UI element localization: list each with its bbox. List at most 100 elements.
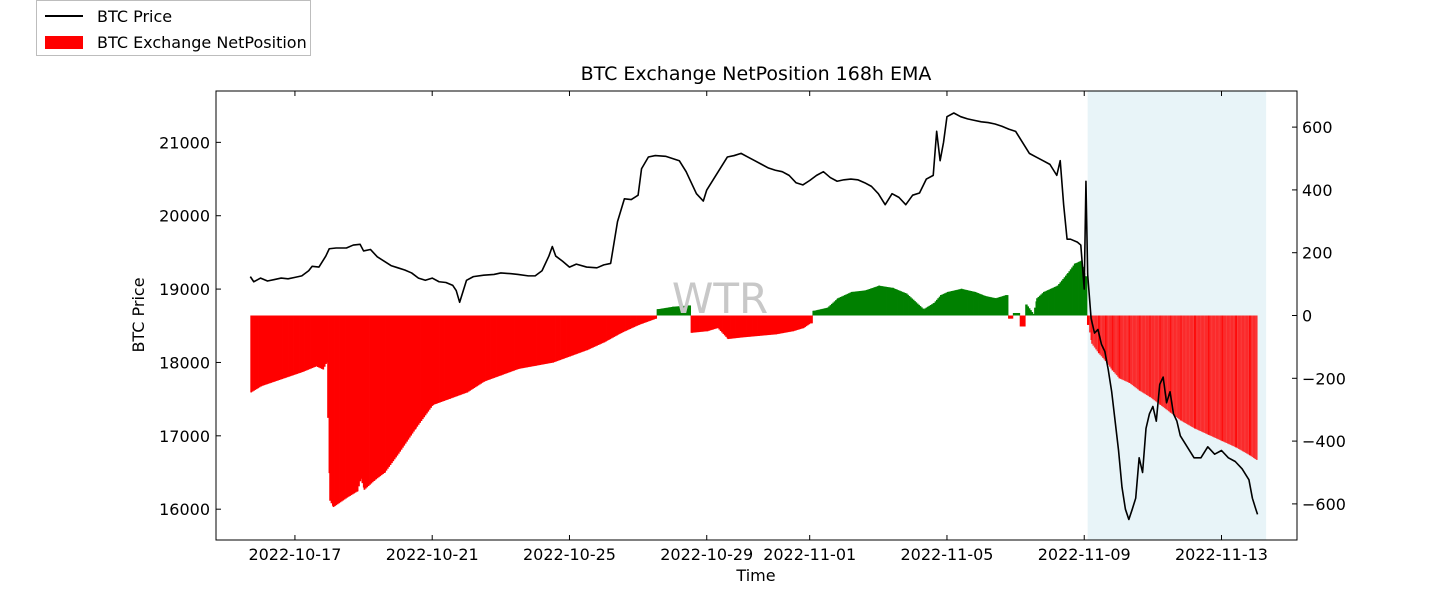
netposition-bar [263, 315, 266, 386]
netposition-bar [787, 315, 790, 333]
netposition-bar [1203, 315, 1206, 433]
netposition-bar [991, 297, 994, 316]
netposition-bar [392, 315, 395, 462]
netposition-bar [951, 291, 953, 316]
netposition-bar [399, 315, 402, 452]
netposition-bar [386, 315, 389, 469]
netposition-bar [658, 309, 661, 316]
netposition-bar [750, 315, 753, 337]
netposition-bar [491, 315, 494, 379]
netposition-bar [1137, 315, 1139, 390]
netposition-bar [437, 315, 440, 403]
netposition-bar [848, 293, 850, 316]
netposition-bar [824, 308, 826, 316]
netposition-bar [953, 290, 956, 316]
netposition-bar [900, 291, 903, 316]
netposition-bar [865, 289, 868, 316]
netposition-bar [842, 295, 845, 316]
netposition-bar [1117, 315, 1119, 377]
netposition-bar [892, 287, 894, 316]
netposition-bar [384, 315, 386, 473]
netposition-bar [1146, 315, 1148, 396]
netposition-bar [964, 289, 967, 316]
netposition-bar [708, 315, 710, 331]
netposition-bar [1051, 288, 1054, 316]
netposition-bar [742, 315, 745, 338]
netposition-bar [1147, 315, 1150, 396]
netposition-bar [327, 315, 329, 418]
netposition-bar [605, 315, 607, 342]
netposition-bar [526, 315, 528, 368]
netposition-bar [367, 315, 370, 486]
netposition-bar [825, 307, 828, 316]
netposition-bar [984, 296, 987, 316]
netposition-bar [1214, 315, 1217, 438]
legend-item-netposition: BTC Exchange NetPosition [45, 30, 307, 54]
netposition-bar [861, 290, 864, 316]
netposition-bar [960, 288, 963, 316]
netposition-bar [606, 315, 609, 341]
legend-line-swatch [45, 15, 83, 17]
netposition-bar [586, 315, 589, 351]
netposition-bar [857, 291, 860, 316]
netposition-bar [1191, 315, 1194, 427]
legend: BTC Price BTC Exchange NetPosition [36, 0, 311, 56]
netposition-bar [1209, 315, 1211, 436]
netposition-bar [487, 315, 490, 380]
netposition-bar [1059, 282, 1062, 316]
netposition-bar [718, 315, 721, 330]
netposition-bar [992, 297, 995, 316]
netposition-bar [592, 315, 594, 348]
netposition-bar [792, 315, 795, 332]
netposition-bar [978, 293, 981, 316]
netposition-bar [1244, 315, 1247, 453]
netposition-bar [904, 292, 907, 316]
netposition-bar [710, 315, 713, 330]
netposition-bar [500, 315, 503, 376]
netposition-bar [689, 305, 692, 316]
netposition-bar [250, 315, 253, 393]
netposition-bar [1143, 315, 1146, 394]
netposition-bar [539, 315, 542, 365]
netposition-bar [642, 315, 644, 324]
netposition-bar [579, 315, 581, 353]
x-tick-label: 2022-11-09 [1038, 545, 1131, 564]
netposition-bar [1036, 298, 1038, 316]
netposition-bar [548, 315, 551, 364]
netposition-bar [601, 315, 604, 344]
netposition-bar [296, 315, 299, 374]
netposition-bar [461, 315, 464, 395]
netposition-bar [1031, 312, 1034, 316]
netposition-bar [312, 315, 315, 368]
netposition-bar [680, 306, 683, 316]
netposition-bar [486, 315, 489, 381]
netposition-bar [1111, 315, 1114, 371]
netposition-bar [1076, 262, 1079, 316]
netposition-bar [1165, 315, 1167, 410]
netposition-bar [920, 307, 923, 316]
netposition-bar [933, 302, 935, 316]
netposition-bar [530, 315, 533, 367]
netposition-bar [1021, 315, 1023, 327]
netposition-bar [476, 315, 478, 387]
netposition-bar [406, 315, 408, 442]
netposition-bar [267, 315, 270, 384]
netposition-bar [1202, 315, 1205, 433]
netposition-bar [282, 315, 285, 379]
netposition-bar [408, 315, 411, 438]
netposition-bar [868, 288, 871, 316]
netposition-bar [814, 310, 817, 316]
netposition-bar [634, 315, 637, 327]
netposition-bar [974, 291, 977, 316]
netposition-bar [789, 315, 791, 332]
netposition-bar [617, 315, 620, 335]
netposition-bar [1113, 315, 1115, 373]
netposition-bar [753, 315, 756, 337]
netposition-bar [1248, 315, 1251, 456]
netposition-bar [987, 296, 990, 316]
netposition-bar [996, 297, 999, 316]
netposition-bar [988, 296, 991, 316]
netposition-bar [1188, 315, 1191, 426]
netposition-bar [286, 315, 289, 378]
netposition-bar [366, 315, 369, 488]
